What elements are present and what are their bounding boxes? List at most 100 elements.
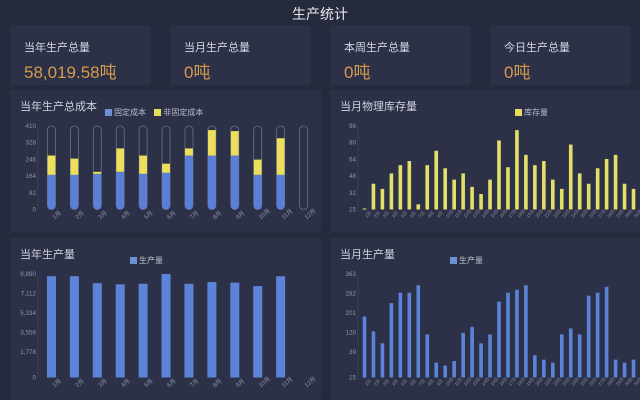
svg-text:11月: 11月 <box>280 376 294 389</box>
svg-text:16日: 16日 <box>498 376 508 387</box>
svg-text:28日: 28日 <box>606 208 616 219</box>
svg-text:19日: 19日 <box>525 208 535 219</box>
svg-text:29日: 29日 <box>615 376 625 387</box>
svg-text:22日: 22日 <box>552 208 562 219</box>
svg-text:12日: 12日 <box>463 376 473 387</box>
svg-text:0: 0 <box>32 207 36 214</box>
svg-text:3日: 3日 <box>382 210 391 219</box>
svg-text:82: 82 <box>29 190 37 197</box>
svg-text:16日: 16日 <box>498 208 508 219</box>
svg-text:23日: 23日 <box>561 208 571 219</box>
svg-text:7月: 7月 <box>189 378 201 389</box>
svg-text:1日: 1日 <box>364 210 373 219</box>
svg-text:6日: 6日 <box>409 210 418 219</box>
svg-text:1日: 1日 <box>364 378 373 387</box>
svg-text:3,556: 3,556 <box>20 330 36 337</box>
svg-text:6日: 6日 <box>409 378 418 387</box>
svg-text:23日: 23日 <box>561 376 571 387</box>
svg-text:7日: 7日 <box>418 210 427 219</box>
svg-text:3日: 3日 <box>382 378 391 387</box>
svg-text:25日: 25日 <box>579 208 589 219</box>
svg-text:5月: 5月 <box>143 378 155 389</box>
svg-text:15: 15 <box>349 375 357 382</box>
svg-text:7,112: 7,112 <box>21 291 37 298</box>
svg-text:21日: 21日 <box>543 208 553 219</box>
svg-text:29日: 29日 <box>615 208 625 219</box>
svg-text:1月: 1月 <box>51 378 63 389</box>
svg-text:25日: 25日 <box>579 376 589 387</box>
svg-text:328: 328 <box>25 140 36 147</box>
svg-text:10月: 10月 <box>257 376 271 390</box>
svg-text:0: 0 <box>32 375 36 382</box>
svg-text:2月: 2月 <box>74 210 86 221</box>
svg-text:11日: 11日 <box>454 209 464 220</box>
svg-text:26日: 26日 <box>588 208 598 219</box>
svg-text:282: 282 <box>345 291 356 298</box>
svg-text:20日: 20日 <box>534 376 544 387</box>
svg-text:10日: 10日 <box>445 376 455 387</box>
svg-text:20日: 20日 <box>534 208 544 219</box>
svg-text:3月: 3月 <box>97 378 109 389</box>
svg-text:5日: 5日 <box>400 210 409 219</box>
svg-text:5日: 5日 <box>400 378 409 387</box>
svg-text:1,778: 1,778 <box>20 349 36 356</box>
svg-text:30日: 30日 <box>624 376 634 387</box>
svg-text:28日: 28日 <box>606 376 616 387</box>
svg-text:39: 39 <box>349 349 357 356</box>
svg-text:5,334: 5,334 <box>20 310 36 317</box>
svg-text:15: 15 <box>349 207 357 214</box>
svg-text:26日: 26日 <box>588 376 598 387</box>
svg-text:164: 164 <box>25 173 36 180</box>
svg-text:8日: 8日 <box>427 378 436 387</box>
svg-text:10月: 10月 <box>257 208 271 222</box>
svg-text:11月: 11月 <box>280 208 294 221</box>
svg-text:18日: 18日 <box>516 376 526 387</box>
svg-text:32: 32 <box>349 190 357 197</box>
svg-text:22日: 22日 <box>552 376 562 387</box>
svg-text:3月: 3月 <box>97 210 109 221</box>
svg-text:17日: 17日 <box>507 376 517 387</box>
svg-text:14日: 14日 <box>481 376 491 387</box>
svg-text:246: 246 <box>25 156 36 163</box>
svg-text:21日: 21日 <box>543 376 553 387</box>
svg-text:15日: 15日 <box>489 376 499 387</box>
svg-text:410: 410 <box>25 123 36 130</box>
svg-text:8日: 8日 <box>427 210 436 219</box>
svg-text:8月: 8月 <box>212 378 224 389</box>
svg-text:15日: 15日 <box>489 208 499 219</box>
svg-text:9日: 9日 <box>436 210 445 219</box>
svg-text:9月: 9月 <box>235 210 247 221</box>
svg-text:19日: 19日 <box>525 376 535 387</box>
svg-text:6月: 6月 <box>166 378 178 389</box>
svg-text:12月: 12月 <box>303 376 317 390</box>
svg-text:2月: 2月 <box>74 378 86 389</box>
svg-text:24日: 24日 <box>570 376 580 387</box>
svg-text:13日: 13日 <box>472 376 482 387</box>
svg-text:4日: 4日 <box>391 378 400 387</box>
svg-text:5月: 5月 <box>143 210 155 221</box>
svg-text:11日: 11日 <box>454 377 464 388</box>
svg-text:13日: 13日 <box>472 208 482 219</box>
svg-text:96: 96 <box>349 123 357 130</box>
svg-text:18日: 18日 <box>516 208 526 219</box>
svg-text:7月: 7月 <box>189 210 201 221</box>
svg-text:17日: 17日 <box>507 208 517 219</box>
svg-text:80: 80 <box>349 140 357 147</box>
svg-text:363: 363 <box>345 271 356 278</box>
svg-text:30日: 30日 <box>624 208 634 219</box>
svg-text:31日: 31日 <box>633 376 640 387</box>
svg-text:31日: 31日 <box>633 208 640 219</box>
svg-text:4月: 4月 <box>120 378 132 389</box>
svg-text:8,890: 8,890 <box>20 271 36 278</box>
svg-text:12日: 12日 <box>463 208 473 219</box>
svg-text:12月: 12月 <box>303 208 317 222</box>
svg-text:201: 201 <box>345 310 356 317</box>
svg-text:48: 48 <box>349 173 357 180</box>
svg-text:64: 64 <box>349 156 357 163</box>
svg-text:2日: 2日 <box>373 210 382 219</box>
svg-text:10日: 10日 <box>445 208 455 219</box>
svg-text:7日: 7日 <box>418 378 427 387</box>
svg-text:6月: 6月 <box>166 210 178 221</box>
svg-text:4月: 4月 <box>120 210 132 221</box>
svg-text:27日: 27日 <box>597 376 607 387</box>
